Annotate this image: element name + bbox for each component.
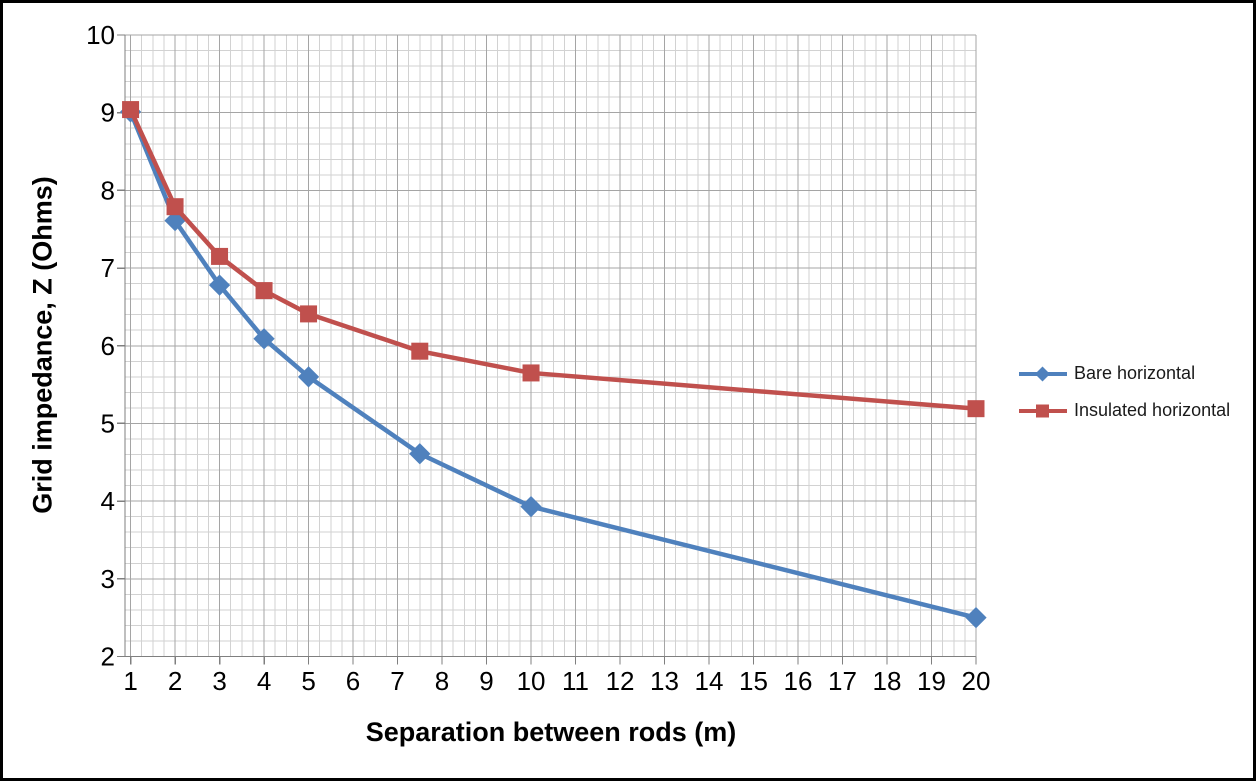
grid-impedance-chart: 1 2 3 4 5 6 7 8 9 10 11 12 13 14 15 16 17 18 19 20234567891…	[86, 20, 991, 696]
svg-text:17: 17	[828, 666, 857, 696]
series-insulated-horizontal	[122, 101, 985, 418]
svg-text:4: 4	[101, 486, 115, 516]
svg-text:7: 7	[101, 253, 115, 283]
legend-label: Bare horizontal	[1074, 363, 1196, 383]
svg-text:20: 20	[962, 666, 991, 696]
svg-text:3: 3	[212, 666, 226, 696]
x-axis-title: Separation between rods (m)	[365, 717, 737, 747]
svg-text:5: 5	[301, 666, 315, 696]
insulated-horizontal-legend-marker-icon	[1019, 404, 1067, 417]
svg-text:12: 12	[606, 666, 635, 696]
svg-text:11: 11	[562, 666, 589, 696]
svg-text:14: 14	[695, 666, 724, 696]
svg-text:10: 10	[86, 20, 115, 50]
svg-text:13: 13	[650, 666, 679, 696]
svg-text:10: 10	[517, 666, 546, 696]
legend-label: Insulated horizontal	[1074, 400, 1231, 420]
svg-text:6: 6	[346, 666, 360, 696]
svg-text:2: 2	[101, 642, 115, 672]
svg-text:8: 8	[435, 666, 449, 696]
svg-text:5: 5	[101, 408, 115, 438]
svg-text:4: 4	[257, 666, 271, 696]
svg-text:16: 16	[784, 666, 813, 696]
svg-text:6: 6	[101, 331, 115, 361]
bare-horizontal-legend-marker-icon	[1019, 366, 1067, 381]
svg-text:9: 9	[479, 666, 493, 696]
y-axis-title: Grid impedance, Z (Ohms)	[27, 176, 58, 514]
legend-item-bare-horizontal: Bare horizontal	[1017, 355, 1230, 392]
svg-text:1: 1	[123, 666, 137, 696]
svg-text:7: 7	[390, 666, 404, 696]
svg-text:8: 8	[101, 175, 115, 205]
svg-text:15: 15	[739, 666, 768, 696]
svg-text:18: 18	[873, 666, 902, 696]
svg-text:2: 2	[168, 666, 182, 696]
legend: Bare horizontal Insulated horizontal	[1017, 355, 1230, 429]
svg-text:3: 3	[101, 564, 115, 594]
legend-item-insulated-horizontal: Insulated horizontal	[1017, 392, 1230, 429]
svg-text:19: 19	[917, 666, 946, 696]
svg-text:9: 9	[101, 98, 115, 128]
